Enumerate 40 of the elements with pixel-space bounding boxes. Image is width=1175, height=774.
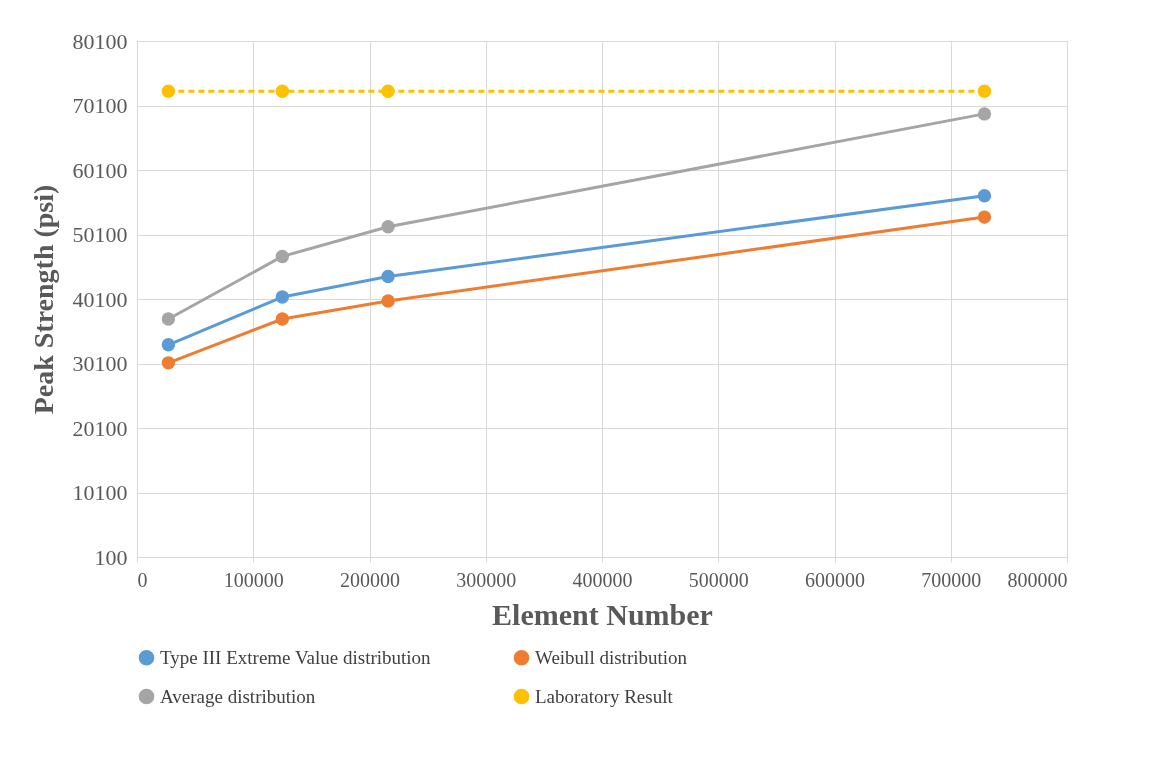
y-tick-label: 40100 — [72, 286, 128, 312]
point — [381, 220, 395, 234]
x-tick-label: 300000 — [456, 568, 517, 591]
point — [275, 84, 290, 98]
y-tick-label: 80100 — [72, 28, 128, 54]
point — [977, 84, 992, 98]
legend-label: Average distribution — [160, 685, 316, 707]
x-tick-label: 200000 — [340, 568, 400, 591]
x-tick-label: 100000 — [223, 568, 284, 591]
point — [275, 312, 290, 326]
point — [161, 312, 176, 326]
y-tick-label: 100 — [94, 544, 128, 570]
point — [161, 338, 176, 352]
y-tick-label: 50100 — [72, 222, 128, 247]
legend-label: Weibull distribution — [535, 646, 688, 668]
point — [381, 269, 395, 284]
x-tick-label: 600000 — [805, 568, 865, 591]
point — [977, 189, 992, 203]
point — [381, 84, 395, 98]
x-tick-label: 800000 — [1007, 568, 1068, 591]
legend-label: Laboratory Result — [535, 685, 674, 707]
y-tick-label: 60100 — [72, 157, 128, 183]
point — [161, 356, 176, 370]
y-tick-label: 20100 — [72, 415, 128, 441]
x-tick-label: 400000 — [572, 568, 633, 591]
point — [977, 210, 992, 224]
x-tick-label: 700000 — [921, 568, 982, 591]
x-tick-label: 500000 — [688, 568, 749, 591]
y-tick-label: 30100 — [72, 351, 128, 376]
x-tick-label: 0 — [137, 568, 148, 591]
y-tick-label: 10100 — [72, 480, 128, 505]
y-axis-title: Peak Strength (psi) — [27, 184, 59, 415]
point — [275, 249, 290, 264]
point — [381, 294, 395, 308]
legend-label: Type III Extreme Value distribution — [160, 646, 432, 668]
point — [275, 290, 290, 304]
point — [977, 107, 992, 121]
x-axis-title: Element Number — [492, 597, 713, 631]
point — [161, 84, 176, 98]
y-tick-label: 70100 — [72, 93, 128, 118]
